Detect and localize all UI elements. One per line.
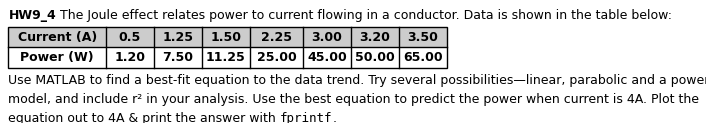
Text: Power (W): Power (W) bbox=[20, 51, 94, 64]
Text: 25.00: 25.00 bbox=[256, 51, 297, 64]
Text: 3.20: 3.20 bbox=[359, 31, 390, 44]
Text: 1.25: 1.25 bbox=[162, 31, 193, 44]
Text: 65.00: 65.00 bbox=[403, 51, 443, 64]
Text: fprintf: fprintf bbox=[280, 112, 333, 123]
Text: 50.00: 50.00 bbox=[355, 51, 395, 64]
Text: 3.50: 3.50 bbox=[407, 31, 438, 44]
Text: 0.5: 0.5 bbox=[119, 31, 141, 44]
Text: 3.00: 3.00 bbox=[311, 31, 342, 44]
Text: 1.50: 1.50 bbox=[210, 31, 241, 44]
Text: equation out to 4A & print the answer with: equation out to 4A & print the answer wi… bbox=[8, 112, 280, 123]
Bar bbox=[8, 47, 447, 68]
Text: Current (A): Current (A) bbox=[18, 31, 97, 44]
Text: HW9_4: HW9_4 bbox=[8, 9, 56, 22]
Text: 11.25: 11.25 bbox=[206, 51, 246, 64]
Text: model, and include r² in your analysis. Use the best equation to predict the pow: model, and include r² in your analysis. … bbox=[8, 93, 700, 106]
Text: 2.25: 2.25 bbox=[261, 31, 292, 44]
Text: 1.20: 1.20 bbox=[114, 51, 145, 64]
Text: 45.00: 45.00 bbox=[307, 51, 347, 64]
Text: 7.50: 7.50 bbox=[162, 51, 193, 64]
Bar bbox=[8, 27, 447, 68]
Text: .: . bbox=[333, 112, 337, 123]
Text: The Joule effect relates power to current flowing in a conductor. Data is shown : The Joule effect relates power to curren… bbox=[56, 9, 672, 22]
Text: Use MATLAB to find a best-fit equation to the data trend. Try several possibilit: Use MATLAB to find a best-fit equation t… bbox=[8, 74, 706, 87]
Bar bbox=[8, 27, 447, 47]
